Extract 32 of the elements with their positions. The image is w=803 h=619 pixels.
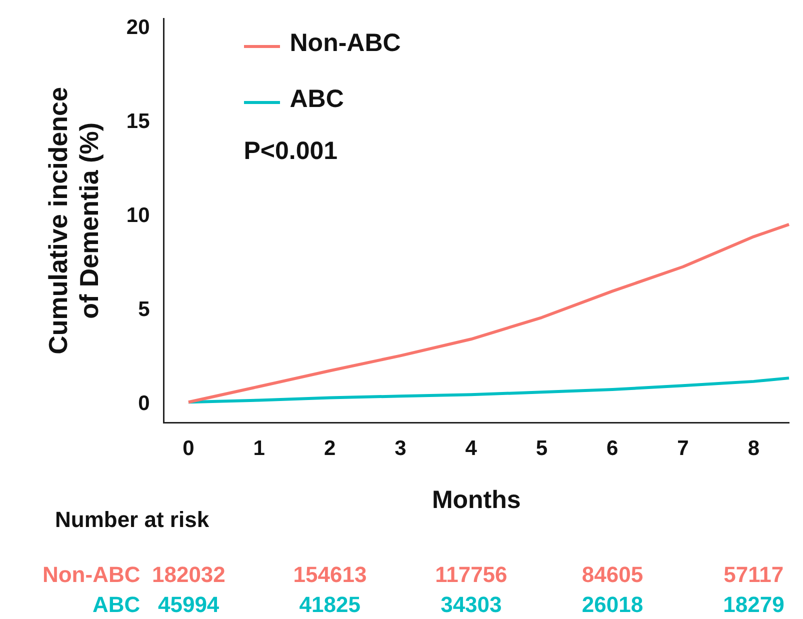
- x-tick-label: 6: [606, 437, 618, 460]
- text: Non-ABC: [42, 562, 140, 587]
- x-axis-title: Months: [432, 486, 521, 514]
- legend-label: ABC: [290, 84, 344, 114]
- x-tick-label: 8: [748, 437, 760, 460]
- text: 57117: [724, 562, 784, 588]
- text: 154613: [293, 562, 367, 588]
- x-tick-label: 2: [324, 437, 336, 460]
- x-tick-label: 1: [253, 437, 266, 460]
- y-tick-label: 20: [126, 16, 150, 39]
- annotation: P<0.001: [244, 136, 338, 166]
- x-tick-label: 3: [394, 437, 406, 460]
- x-tick-label: 4: [465, 437, 478, 460]
- y-tick-label: 10: [126, 204, 150, 227]
- text: ABC: [92, 592, 140, 617]
- y-tick-label: 0: [138, 392, 150, 415]
- y-tick-label: 5: [138, 298, 150, 321]
- text: 26018: [582, 592, 644, 618]
- text: 84605: [582, 562, 644, 588]
- text: Number at risk: [55, 507, 210, 533]
- text: 41825: [299, 592, 360, 618]
- text: 18279: [723, 592, 784, 618]
- y-tick-label: 15: [126, 110, 150, 133]
- text: 34303: [440, 592, 502, 618]
- text: 45994: [158, 592, 220, 618]
- legend-label: Non-ABC: [290, 28, 401, 58]
- text: 117756: [435, 562, 508, 588]
- y-axis-title: Cumulative incidence of Dementia (%): [42, 87, 104, 354]
- text: 182032: [152, 562, 226, 588]
- x-tick-label: 5: [536, 437, 548, 460]
- x-tick-label: 0: [182, 437, 194, 460]
- x-tick-label: 7: [677, 437, 689, 460]
